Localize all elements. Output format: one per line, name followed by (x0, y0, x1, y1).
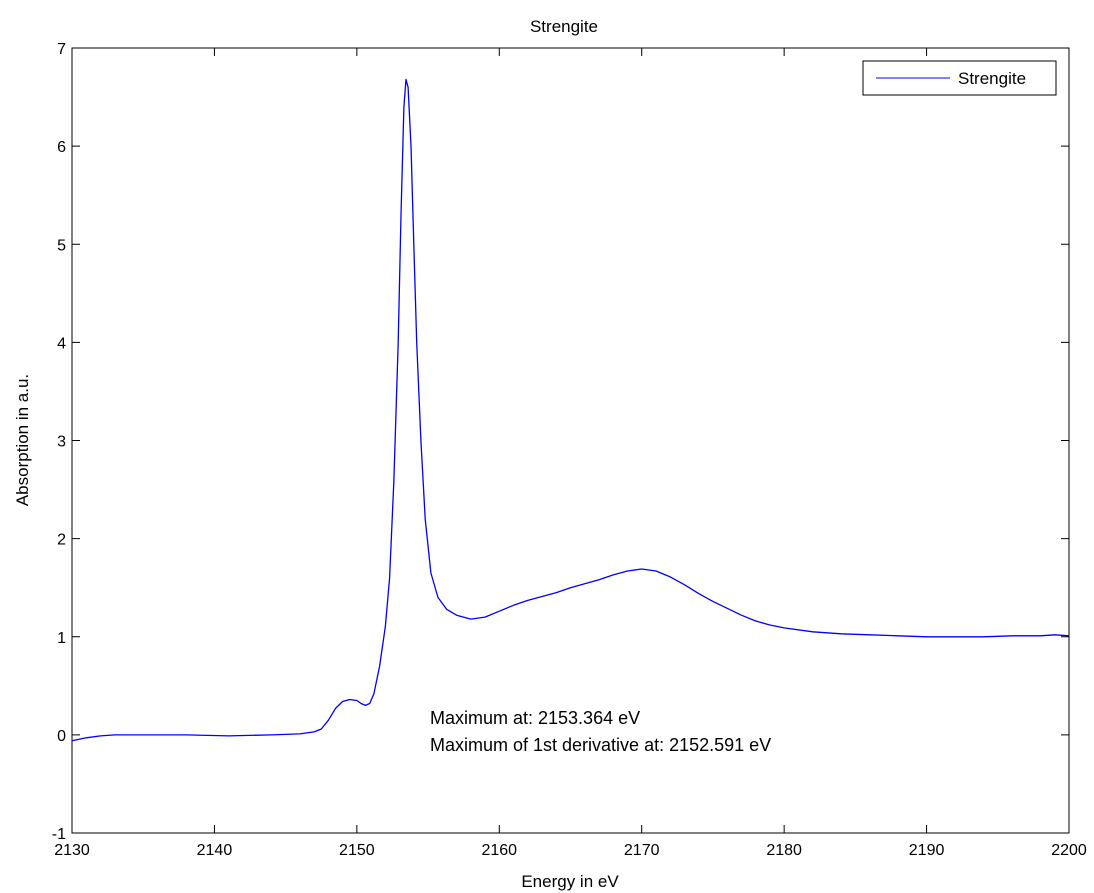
y-tick-label: 4 (57, 335, 66, 352)
x-axis-label: Energy in eV (521, 872, 619, 891)
y-ticks: -1 0 1 2 3 4 5 6 7 (52, 41, 1069, 843)
x-ticks: 2130 2140 2150 2160 2170 2180 2190 2200 (54, 48, 1087, 859)
x-tick-label: 2160 (481, 842, 517, 859)
x-tick-label: 2190 (909, 842, 945, 859)
y-tick-label: 5 (57, 237, 66, 254)
y-tick-label: -1 (52, 826, 66, 843)
annotation-derivative-maximum: Maximum of 1st derivative at: 2152.591 e… (430, 735, 771, 755)
series-line-strengite (71, 78, 1070, 742)
legend-label-strengite: Strengite (958, 69, 1026, 88)
plot-area (71, 47, 1070, 834)
y-tick-label: 6 (57, 139, 66, 156)
x-tick-label: 2130 (54, 842, 90, 859)
x-tick-label: 2170 (624, 842, 660, 859)
y-axis-label: Absorption in a.u. (13, 374, 32, 506)
annotation-maximum: Maximum at: 2153.364 eV (430, 708, 640, 728)
legend: Strengite (862, 60, 1057, 96)
chart-title: Strengite (530, 17, 598, 36)
x-tick-label: 2140 (197, 842, 233, 859)
y-tick-label: 1 (57, 630, 66, 647)
x-tick-label: 2180 (766, 842, 802, 859)
series-layer (71, 78, 1070, 742)
x-tick-label: 2150 (339, 842, 375, 859)
x-tick-label: 2200 (1051, 842, 1087, 859)
y-tick-label: 2 (57, 532, 66, 549)
y-tick-label: 7 (57, 41, 66, 58)
y-tick-label: 0 (57, 728, 66, 745)
y-tick-label: 3 (57, 434, 66, 451)
